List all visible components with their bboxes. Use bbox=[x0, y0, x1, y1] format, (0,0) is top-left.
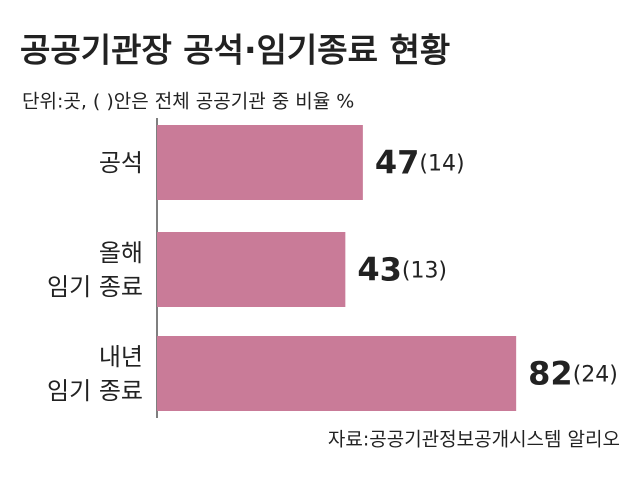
source: 자료:공공기관정보공개시스템 알리오 bbox=[328, 429, 620, 451]
bar bbox=[157, 125, 363, 200]
chart-subtitle: 단위:곳, ( )안은 전체 공공기관 중 비율 % bbox=[22, 91, 354, 113]
share-label: (14) bbox=[419, 152, 464, 177]
y-tick-label: 공석 bbox=[98, 148, 143, 177]
bar bbox=[157, 232, 346, 307]
chart-title: 공공기관장 공석·임기종료 현황 bbox=[20, 31, 450, 70]
value-number: 47 bbox=[375, 144, 420, 182]
y-tick-label: 올해 임기 종료 bbox=[47, 238, 143, 301]
share-label: (13) bbox=[402, 259, 447, 284]
y-tick-label: 내년 임기 종료 bbox=[47, 342, 143, 405]
category-label: 올해 임기 종료 bbox=[47, 238, 143, 301]
share-label: (24) bbox=[573, 363, 618, 388]
value-number: 43 bbox=[357, 251, 402, 289]
bar bbox=[157, 336, 517, 411]
value-number: 82 bbox=[528, 355, 573, 393]
value-label: 82(24) bbox=[528, 355, 618, 393]
category-label: 내년 임기 종료 bbox=[47, 342, 143, 405]
value-label: 47(14) bbox=[375, 144, 465, 182]
category-label: 공석 bbox=[98, 148, 143, 177]
value-label: 43(13) bbox=[357, 251, 447, 289]
